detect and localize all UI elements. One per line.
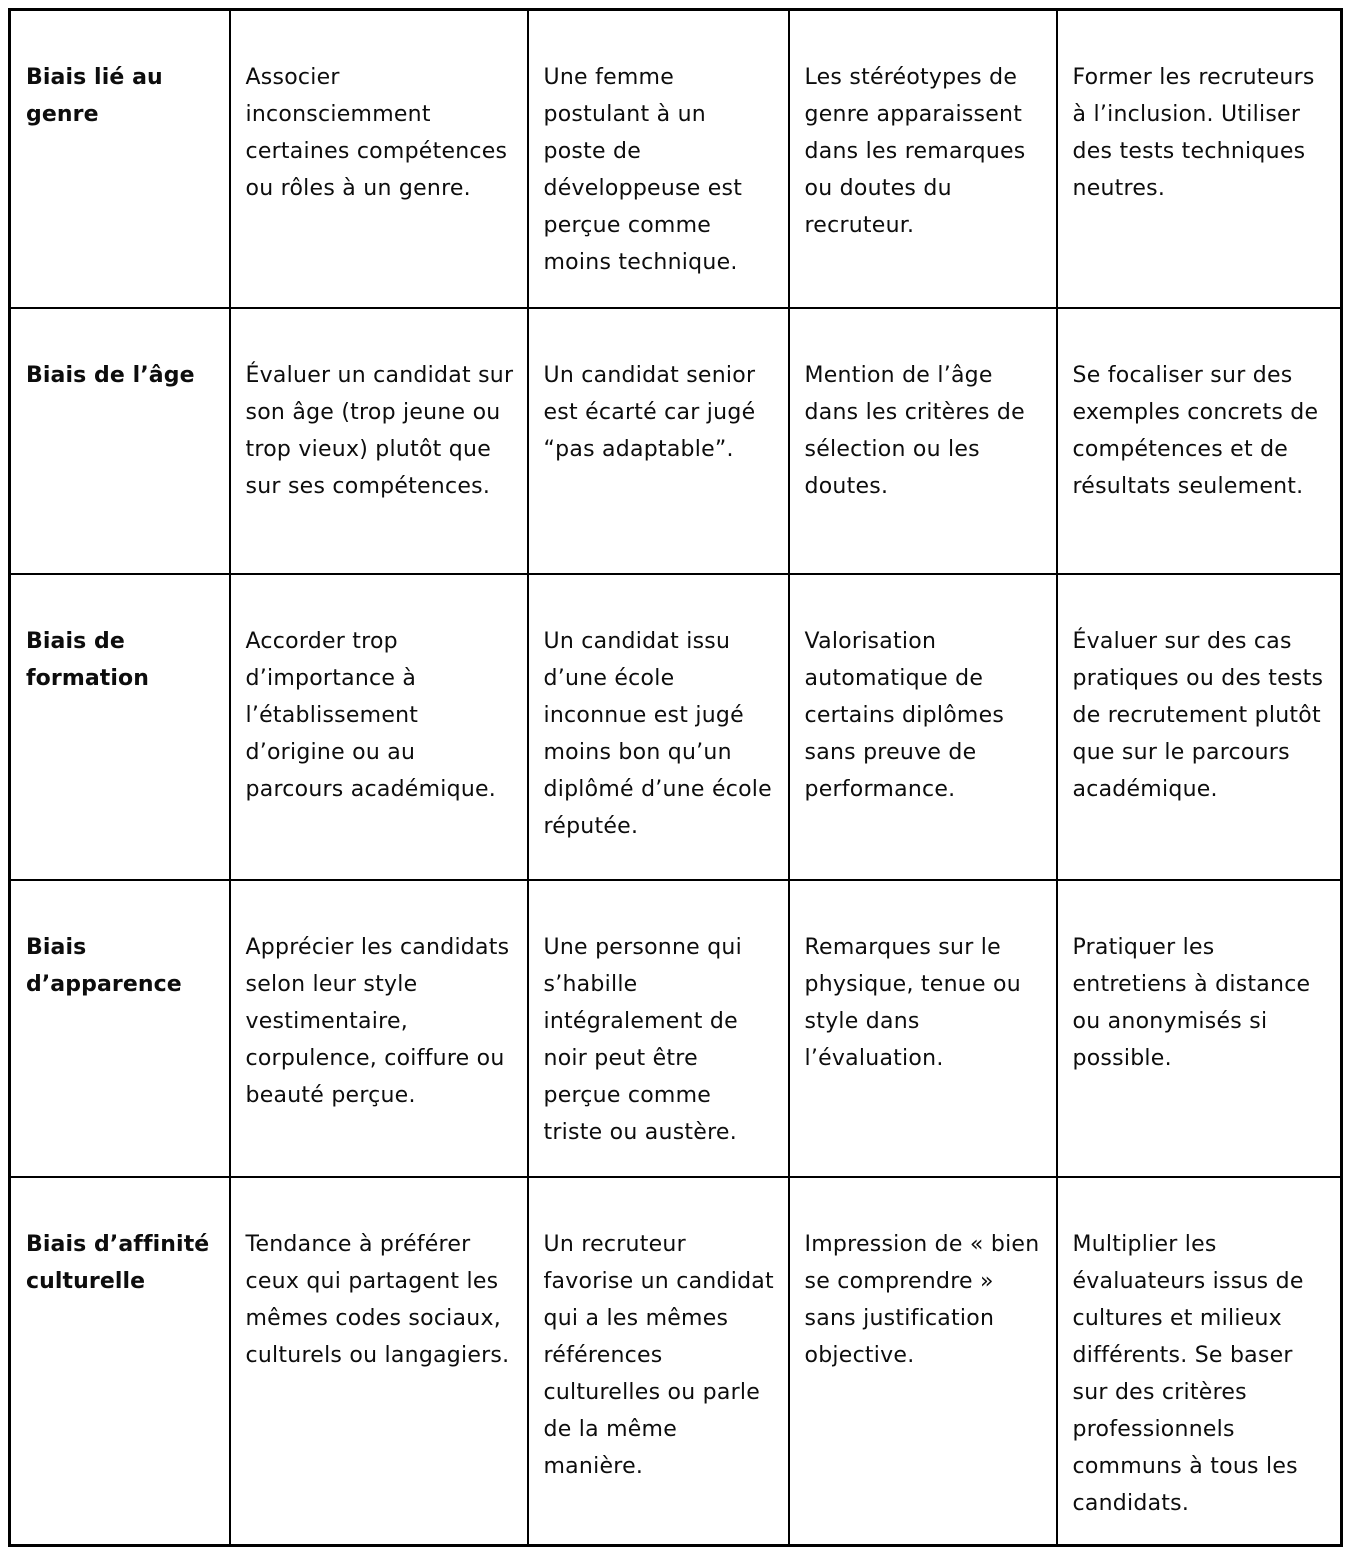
bias-label: Biais d’affinité culturelle: [8, 1175, 231, 1547]
recruitment-bias-table: Biais lié au genre Associer inconsciemme…: [8, 8, 1343, 1547]
table-row: Biais de l’âge Évaluer un candidat sur s…: [8, 306, 1343, 575]
bias-signal-cell: Les stéréotypes de genre apparaissent da…: [787, 8, 1058, 309]
bias-prevention-cell: Évaluer sur des cas pratiques ou des tes…: [1055, 572, 1343, 881]
bias-definition-cell: Accorder trop d’importance à l’établisse…: [228, 572, 529, 881]
bias-definition-cell: Tendance à préférer ceux qui partagent l…: [228, 1175, 529, 1547]
bias-example-cell: Un candidat senior est écarté car jugé “…: [526, 306, 790, 575]
bias-signal-cell: Remarques sur le physique, tenue ou styl…: [787, 878, 1058, 1178]
bias-definition-cell: Évaluer un candidat sur son âge (trop je…: [228, 306, 529, 575]
bias-example-cell: Un recruteur favorise un candidat qui a …: [526, 1175, 790, 1547]
table-row: Biais d’apparence Apprécier les candidat…: [8, 878, 1343, 1178]
bias-definition-cell: Associer inconsciemment certaines compét…: [228, 8, 529, 309]
bias-label: Biais de formation: [8, 572, 231, 881]
bias-prevention-cell: Se focaliser sur des exemples concrets d…: [1055, 306, 1343, 575]
bias-signal-cell: Mention de l’âge dans les critères de sé…: [787, 306, 1058, 575]
table-row: Biais d’affinité culturelle Tendance à p…: [8, 1175, 1343, 1547]
table-row: Biais de formation Accorder trop d’impor…: [8, 572, 1343, 881]
bias-example-cell: Une femme postulant à un poste de dévelo…: [526, 8, 790, 309]
bias-label: Biais d’apparence: [8, 878, 231, 1178]
bias-prevention-cell: Former les recruteurs à l’inclusion. Uti…: [1055, 8, 1343, 309]
bias-label: Biais lié au genre: [8, 8, 231, 309]
bias-label: Biais de l’âge: [8, 306, 231, 575]
bias-definition-cell: Apprécier les candidats selon leur style…: [228, 878, 529, 1178]
bias-example-cell: Un candidat issu d’une école inconnue es…: [526, 572, 790, 881]
bias-signal-cell: Valorisation automatique de certains dip…: [787, 572, 1058, 881]
bias-signal-cell: Impression de « bien se comprendre » san…: [787, 1175, 1058, 1547]
bias-example-cell: Une personne qui s’habille intégralement…: [526, 878, 790, 1178]
table-row: Biais lié au genre Associer inconsciemme…: [8, 8, 1343, 309]
bias-prevention-cell: Pratiquer les entretiens à distance ou a…: [1055, 878, 1343, 1178]
document-page: { "colors": { "border": "#000000", "text…: [0, 8, 1346, 1562]
bias-prevention-cell: Multiplier les évaluateurs issus de cult…: [1055, 1175, 1343, 1547]
